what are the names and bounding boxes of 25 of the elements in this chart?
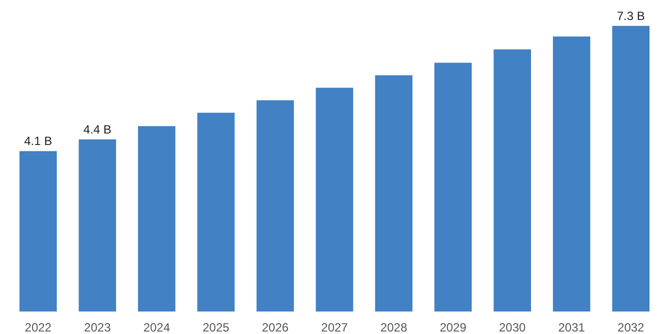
- data-label: 4.1 B: [24, 134, 52, 148]
- x-tick-label: 2024: [143, 320, 170, 334]
- bar: [375, 75, 412, 312]
- x-tick-label: 2027: [321, 320, 348, 334]
- x-tick-label: 2026: [262, 320, 289, 334]
- data-label: 4.4 B: [83, 122, 112, 136]
- x-tick-label: 2022: [24, 320, 52, 334]
- bar: [197, 112, 235, 312]
- bar: [434, 62, 472, 312]
- x-tick-label: 2029: [440, 320, 467, 334]
- bar: [494, 49, 531, 312]
- bar: [612, 26, 650, 312]
- data-label: 7.3 B: [616, 8, 645, 23]
- x-tick-label: 2031: [558, 320, 586, 334]
- bar: [138, 126, 176, 312]
- bar: [552, 36, 590, 312]
- bar: [78, 139, 116, 312]
- x-tick-label: 2030: [498, 320, 526, 334]
- x-tick-label: 2028: [380, 320, 408, 334]
- bar: [19, 151, 57, 312]
- bar: [256, 100, 294, 312]
- x-tick-label: 2032: [618, 320, 645, 334]
- x-tick-label: 2023: [84, 320, 112, 334]
- bar: [316, 88, 354, 312]
- x-tick-label: 2025: [202, 320, 230, 334]
